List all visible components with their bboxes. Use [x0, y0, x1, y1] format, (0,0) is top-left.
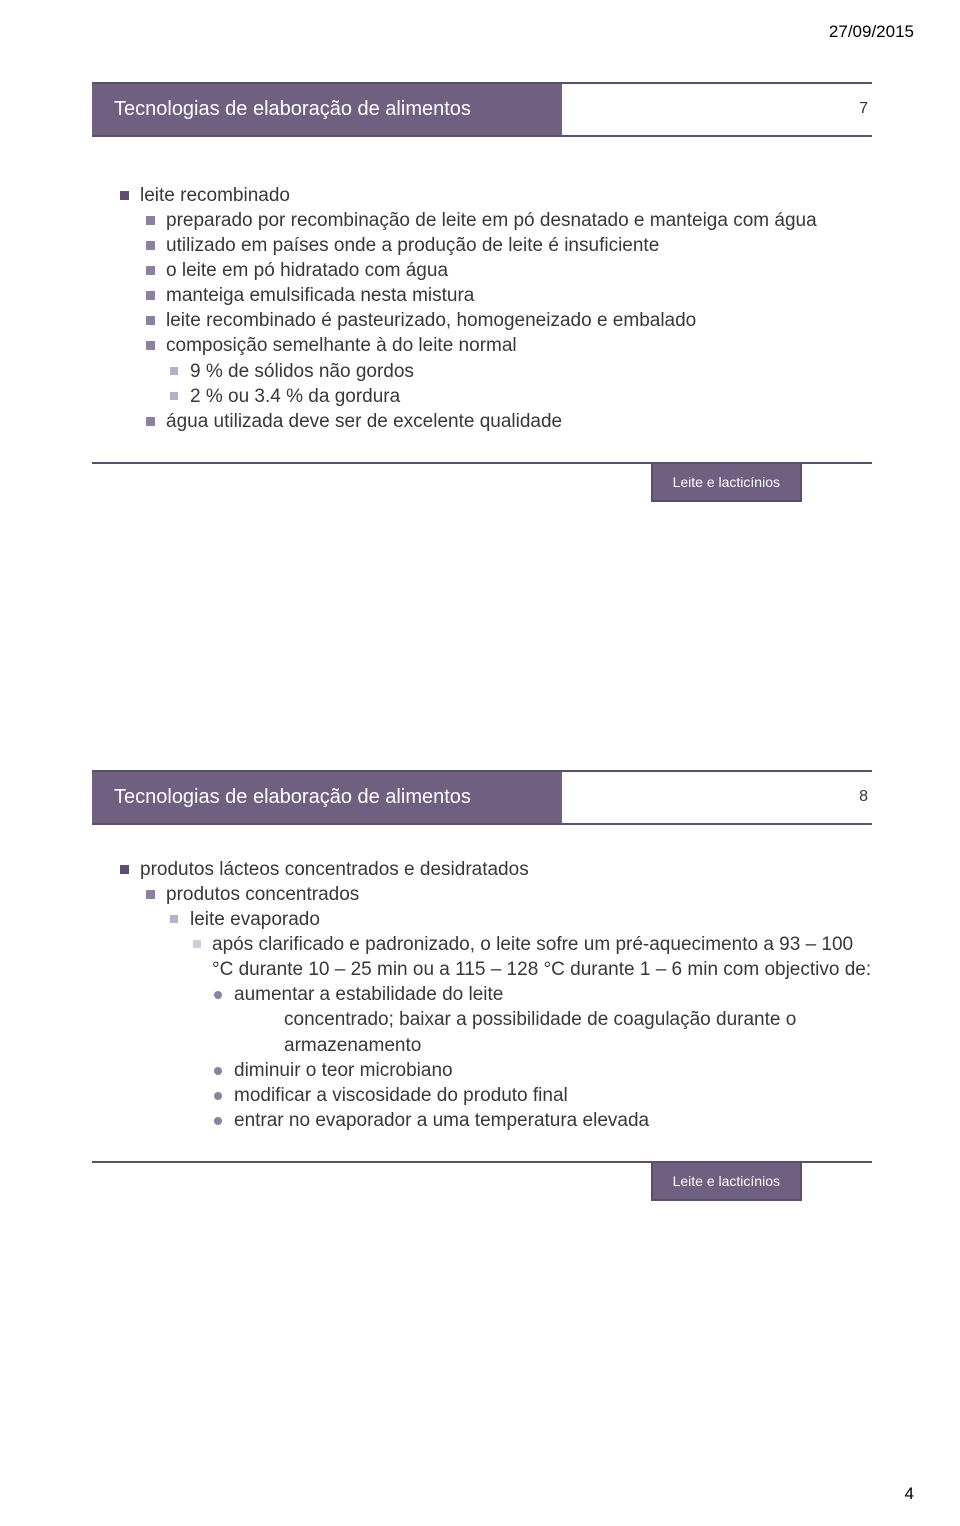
- list-item: após clarificado e padronizado, o leite …: [190, 932, 872, 1133]
- list-item: manteiga emulsificada nesta mistura: [140, 283, 872, 308]
- list-item: diminuir o teor microbiano: [212, 1058, 872, 1083]
- list-item: modificar a viscosidade do produto final: [212, 1083, 872, 1108]
- footer-label: Leite e lacticínios: [651, 1163, 802, 1201]
- title-row: Tecnologias de elaboração de alimentos 8: [92, 770, 872, 825]
- item-text: água utilizada deve ser de excelente qua…: [166, 411, 562, 432]
- list-item: leite evaporado após clarificado e padro…: [166, 907, 872, 1133]
- list-item: aumentar a estabilidade do leite concent…: [212, 982, 872, 1057]
- slide-title: Tecnologias de elaboração de alimentos: [92, 84, 562, 135]
- item-text: produtos lácteos concentrados e desidrat…: [140, 859, 529, 880]
- item-text: 2 % ou 3.4 % da gordura: [190, 386, 400, 407]
- item-text: modificar a viscosidade do produto final: [234, 1085, 568, 1106]
- page-number: 4: [905, 1484, 914, 1504]
- list-item: leite recombinado preparado por recombin…: [114, 183, 872, 434]
- item-text-cont: concentrado; baixar a possibilidade de c…: [234, 1007, 872, 1057]
- footer-row: Leite e lacticínios: [92, 462, 872, 502]
- list-item: utilizado em países onde a produção de l…: [140, 233, 872, 258]
- list-item: o leite em pó hidratado com água: [140, 258, 872, 283]
- item-text: entrar no evaporador a uma temperatura e…: [234, 1110, 649, 1131]
- list-item: entrar no evaporador a uma temperatura e…: [212, 1108, 872, 1133]
- slide-content: leite recombinado preparado por recombin…: [92, 137, 872, 434]
- footer-row: Leite e lacticínios: [92, 1161, 872, 1201]
- list-item: água utilizada deve ser de excelente qua…: [140, 409, 872, 434]
- item-text: preparado por recombinação de leite em p…: [166, 210, 817, 231]
- slide-title: Tecnologias de elaboração de alimentos: [92, 772, 562, 823]
- list-item: 9 % de sólidos não gordos: [166, 359, 872, 384]
- item-text: após clarificado e padronizado, o leite …: [212, 934, 871, 980]
- item-text: composição semelhante à do leite normal: [166, 335, 517, 356]
- item-text: manteiga emulsificada nesta mistura: [166, 285, 474, 306]
- list-item: composição semelhante à do leite normal …: [140, 333, 872, 408]
- footer-spacer: [92, 1163, 651, 1201]
- item-text: o leite em pó hidratado com água: [166, 260, 448, 281]
- slide-number: 8: [859, 788, 868, 806]
- slide-number: 7: [859, 100, 868, 118]
- item-text: leite recombinado é pasteurizado, homoge…: [166, 310, 696, 331]
- footer-spacer: [92, 464, 651, 502]
- item-text: leite recombinado: [140, 185, 290, 206]
- title-spacer: [562, 84, 872, 135]
- slide-7: Tecnologias de elaboração de alimentos 7…: [92, 82, 872, 502]
- list-item: produtos lácteos concentrados e desidrat…: [114, 857, 872, 1133]
- item-text: produtos concentrados: [166, 884, 359, 905]
- slide-8: Tecnologias de elaboração de alimentos 8…: [92, 770, 872, 1201]
- slide-content: produtos lácteos concentrados e desidrat…: [92, 825, 872, 1133]
- date-header: 27/09/2015: [829, 22, 914, 42]
- item-text: diminuir o teor microbiano: [234, 1060, 453, 1081]
- title-row: Tecnologias de elaboração de alimentos 7: [92, 82, 872, 137]
- list-item: preparado por recombinação de leite em p…: [140, 208, 872, 233]
- item-text: utilizado em países onde a produção de l…: [166, 235, 659, 256]
- footer-label: Leite e lacticínios: [651, 464, 802, 502]
- title-spacer: [562, 772, 872, 823]
- item-text: 9 % de sólidos não gordos: [190, 361, 414, 382]
- item-text: aumentar a estabilidade do leite: [234, 984, 503, 1005]
- list-item: produtos concentrados leite evaporado ap…: [140, 882, 872, 1133]
- list-item: 2 % ou 3.4 % da gordura: [166, 384, 872, 409]
- item-text: leite evaporado: [190, 909, 320, 930]
- list-item: leite recombinado é pasteurizado, homoge…: [140, 308, 872, 333]
